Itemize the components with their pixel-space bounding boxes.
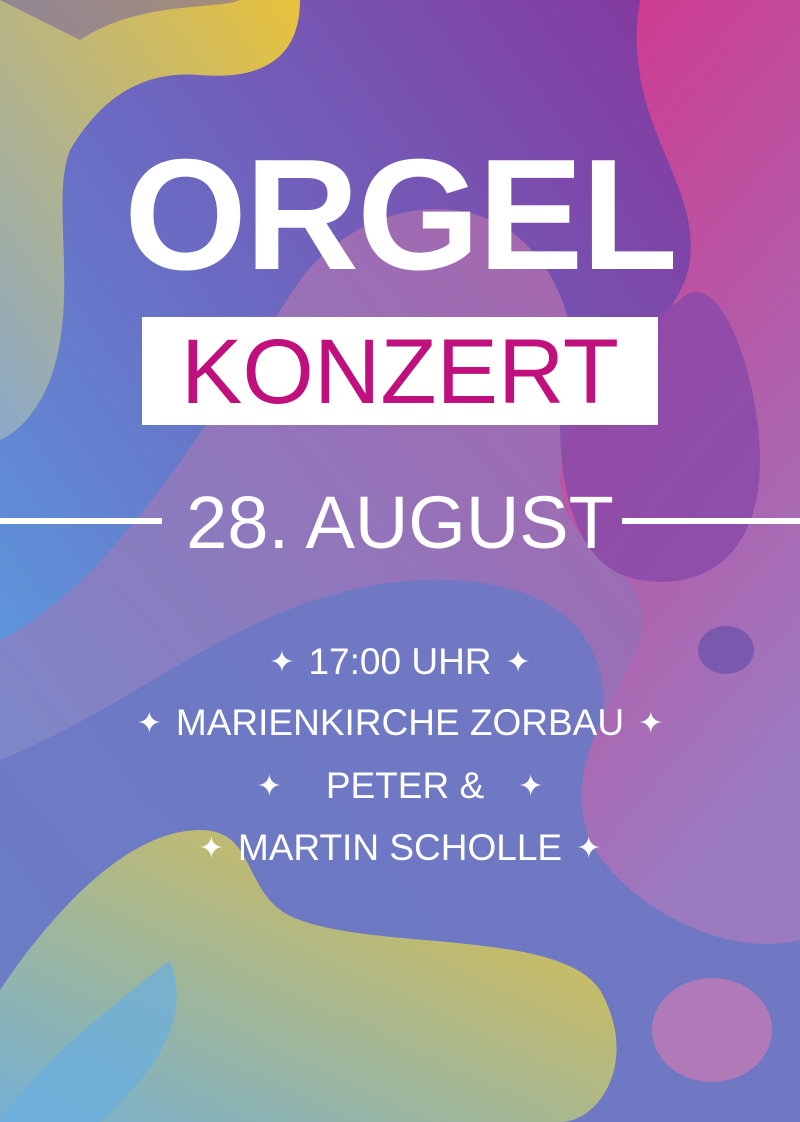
detail-performer-2: ✦ MARTIN SCHOLLE ✦ [0,826,800,871]
detail-text: PETER & [325,765,485,806]
event-date: 28. AUGUST [186,481,614,564]
detail-text: 17:00 UHR [308,641,492,682]
star-icon: ✦ [136,707,162,740]
detail-text: MARIENKIRCHE ZORBAU [175,702,625,743]
divider-right [622,518,800,524]
detail-venue: ✦ MARIENKIRCHE ZORBAU ✦ [0,701,800,746]
star-icon: ✦ [576,832,602,865]
detail-performer-1: ✦ PETER & ✦ [0,764,800,809]
subtitle-box: KONZERT [142,317,658,425]
detail-time: ✦ 17:00 UHR ✦ [0,640,800,685]
poster-title: ORGEL [124,127,678,303]
star-icon: ✦ [638,707,664,740]
star-icon: ✦ [518,770,544,803]
poster-subtitle: KONZERT [181,321,619,423]
detail-text: MARTIN SCHOLLE [237,827,563,868]
star-icon: ✦ [269,646,295,679]
divider-left [0,518,162,524]
star-icon: ✦ [505,646,531,679]
star-icon: ✦ [198,832,224,865]
star-icon: ✦ [256,770,282,803]
